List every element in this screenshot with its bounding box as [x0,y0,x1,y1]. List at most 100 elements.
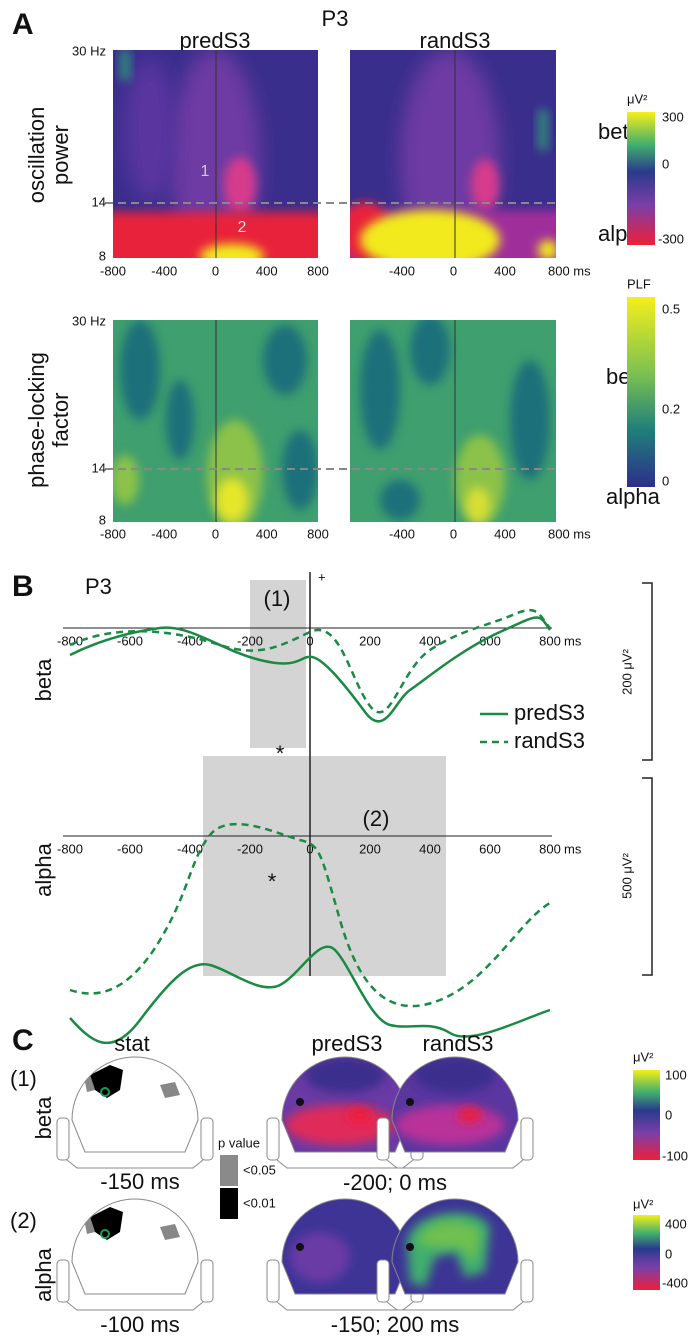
x-ticks: -800 -600 -400 -200 0 200 400 600 800 ms-800 -600-… [57,633,582,856]
heatmap [113,50,318,258]
shoulders [276,1159,414,1169]
blob [305,1057,385,1093]
x-tick-label: -400 [389,526,415,541]
x-ticks: -800 -400 0 400 800 -400 0 400 800 ms -800 -400 0 40… [100,263,591,541]
ear [376,1117,390,1161]
x-tick-label: -800 [57,633,83,648]
colorbar-tick: 0.5 [662,301,680,316]
colorbar-tick: -100 [662,1148,688,1163]
scalp [72,1057,198,1152]
blob [415,1057,495,1093]
window-label: (1) [264,586,291,611]
column-label: randS3 [423,1031,494,1056]
time-label: -200; 0 ms [343,1170,447,1195]
legend-label: <0.01 [243,1195,276,1210]
scale-label: 200 μV² [619,648,634,694]
time-label: -150 ms [100,1169,179,1194]
column-label: randS3 [420,28,491,53]
y-label: phase-locking [24,352,49,488]
y-label: power [48,125,73,185]
colorbar [627,112,655,245]
colorbar [633,1215,660,1290]
scale-label: 500 μV² [619,852,634,898]
x-tick-label: -800 [100,263,126,278]
title: P3 [85,574,112,599]
row-label: alpha [31,842,56,897]
colorbar-unit: μV² [627,91,648,106]
x-unit: ms [564,841,582,856]
heatmap [350,320,556,522]
electrode [296,1243,304,1251]
ear [520,1117,534,1161]
head [56,1056,214,1169]
window-label: (1) [10,1066,37,1091]
x-tick-label: -400 [389,263,415,278]
shoulders [66,1159,204,1169]
heatmap [350,50,556,258]
y-label: factor [48,392,73,447]
legend-title: p value [218,1135,260,1150]
ear [520,1259,534,1303]
x-tick-label: 800 [539,633,561,648]
x-tick-label: 800 ms [548,263,591,278]
legend-swatch [220,1188,238,1219]
colorbar-tick: -300 [658,231,684,246]
colorbar-tick: 400 [665,1216,687,1231]
marker: 1 [201,163,210,180]
colorbar [633,1070,660,1160]
colorbar-tick: 0 [662,156,669,171]
band-label: alpha [606,484,661,509]
x-tick-label: -400 [151,263,177,278]
head-outline [71,1056,199,1153]
column-label: predS3 [180,28,251,53]
x-tick-label: -400 [177,633,203,648]
head-outline [391,1056,519,1153]
ear [266,1117,280,1161]
x-tick-label: 0 [306,633,313,648]
head-outline [391,1198,519,1295]
blob [417,1221,480,1262]
shoulders [386,1159,524,1169]
panel-label: B [12,570,34,603]
electrode [406,1098,414,1106]
scalp [392,1057,518,1152]
row-label: alpha [31,1247,56,1302]
x-tick-label: 200 [359,633,381,648]
y-tick-label: 8 [99,248,106,263]
x-tick-label: 800 [307,526,329,541]
marker: 2 [238,219,247,236]
colorbar [627,297,655,487]
x-tick-label: 400 [419,841,441,856]
x-tick-label: 800 [307,263,329,278]
blob [290,1232,350,1282]
x-tick-label: -600 [117,841,143,856]
significance: * [268,869,277,894]
ear [56,1259,70,1303]
shoulders [276,1301,414,1311]
x-tick-label: 0 [306,841,313,856]
row-label: beta [31,658,56,702]
electrode [100,1229,110,1239]
legend-label: <0.05 [243,1162,276,1177]
x-tick-label: 0 [212,526,219,541]
legend-label: predS3 [514,700,585,725]
cluster [160,1224,180,1240]
head [376,1056,534,1169]
x-tick-label: -800 [100,526,126,541]
x-tick-label: 800 ms [548,526,591,541]
head-outline [71,1198,199,1295]
x-tick-label: -400 [151,526,177,541]
colorbar-unit: PLF [627,276,651,291]
traces [69,608,552,1045]
x-tick-label: -800 [57,841,83,856]
cluster [90,1207,123,1240]
legend-label: randS3 [514,728,585,753]
colorbar-tick: 100 [665,1067,687,1082]
x-tick-label: 600 [479,841,501,856]
title: P3 [322,6,349,31]
head [56,1198,214,1311]
blob [395,1105,505,1145]
scalp-fill [72,1199,198,1294]
heatmap [113,320,318,522]
